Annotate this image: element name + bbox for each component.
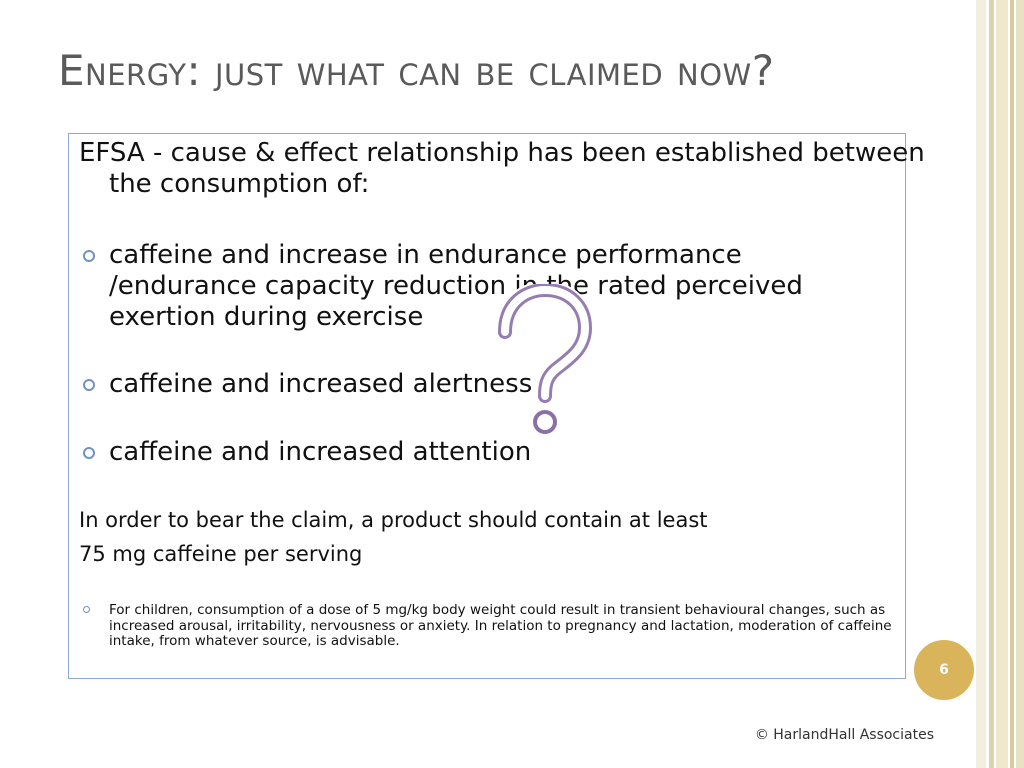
note-text: For children, consumption of a dose of 5… [109, 602, 892, 649]
bullet-item: caffeine and increase in endurance perfo… [79, 240, 889, 333]
bullet-icon [83, 379, 95, 391]
bullet-icon [83, 447, 95, 459]
stripe [989, 0, 994, 768]
question-mark-icon [496, 284, 595, 434]
copyright-text: © HarlandHall Associates [754, 727, 934, 743]
bullet-icon [83, 606, 90, 613]
intro-text: EFSA - cause & effect relationship has b… [79, 138, 925, 199]
stripe [1016, 0, 1024, 768]
stripe [996, 0, 1008, 768]
page-number-badge: 6 [914, 640, 974, 700]
stripe [1010, 0, 1014, 768]
bullet-icon [83, 250, 95, 262]
bullet-text: caffeine and increase in endurance perfo… [109, 240, 803, 332]
bullet-item: caffeine and increased alertness [79, 369, 889, 400]
claim-line-2: 75 mg caffeine per serving [79, 542, 363, 566]
claim-line-1: In order to bear the claim, a product sh… [79, 508, 708, 532]
slide-title: Energy: just what can be claimed now? [58, 46, 775, 95]
stripe [976, 0, 986, 768]
bullet-item: caffeine and increased attention [79, 437, 889, 468]
bullet-text: caffeine and increased attention [109, 437, 532, 467]
decorative-side-stripes [976, 0, 1024, 768]
content-box: EFSA - cause & effect relationship has b… [68, 133, 925, 679]
bullet-text: caffeine and increased alertness [109, 369, 533, 399]
note-item: For children, consumption of a dose of 5… [79, 602, 899, 650]
